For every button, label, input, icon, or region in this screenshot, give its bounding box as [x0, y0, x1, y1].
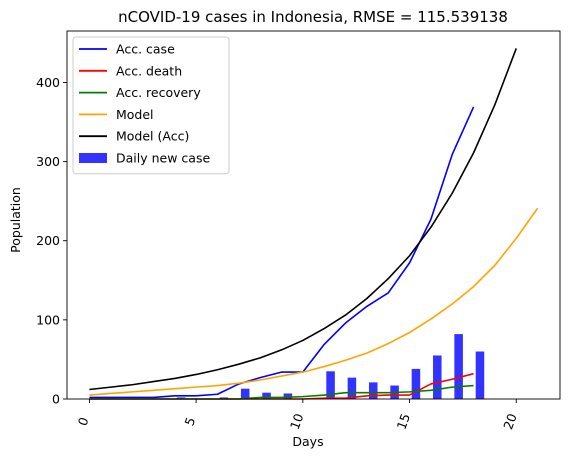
daily-new-case-bar	[454, 334, 463, 399]
daily-new-case-bar	[326, 371, 335, 399]
legend-box	[72, 36, 230, 175]
x-tick-label: 15	[394, 411, 414, 431]
plot-frame	[66, 30, 561, 400]
y-tick-label: 100	[36, 312, 60, 327]
daily-new-case-bar	[262, 392, 271, 399]
daily-new-case-bar	[240, 388, 250, 399]
y-tick-label: 200	[36, 233, 60, 248]
y-tick-label: 300	[36, 154, 60, 169]
legend-label-daily-new-case: Daily new case	[116, 151, 210, 166]
daily-new-case-bar	[475, 351, 485, 399]
daily-new-case-bar	[433, 355, 442, 399]
legend: Acc. case Acc. death Acc. recovery Model Mod…	[72, 36, 230, 175]
daily-new-case-bar	[283, 393, 293, 399]
y-axis-label: Population	[8, 187, 23, 253]
legend-label-acc-recovery: Acc. recovery	[116, 85, 201, 100]
daily-new-case-bar	[368, 382, 378, 399]
chart-title: nCOVID-19 cases in Indonesia, RMSE = 115…	[118, 8, 508, 26]
series-line-acc-case	[89, 106, 475, 399]
x-tick-label: 20	[500, 411, 520, 431]
y-tick-label: 400	[36, 75, 60, 90]
legend-label-model: Model	[116, 107, 154, 122]
x-axis-label: Days	[292, 434, 323, 449]
series-line-model	[89, 207, 539, 396]
daily-new-case-bar	[347, 377, 357, 399]
legend-label-acc-death: Acc. death	[116, 63, 182, 78]
daily-new-case-bar	[411, 368, 421, 399]
y-tick-label: 0	[52, 392, 60, 407]
x-tick-label: 10	[287, 411, 307, 431]
series-line-model-acc	[89, 48, 517, 391]
legend-swatch-daily-new-case	[79, 153, 107, 163]
legend-label-acc-case: Acc. case	[116, 42, 175, 57]
legend-label-model-acc: Model (Acc)	[116, 129, 189, 144]
